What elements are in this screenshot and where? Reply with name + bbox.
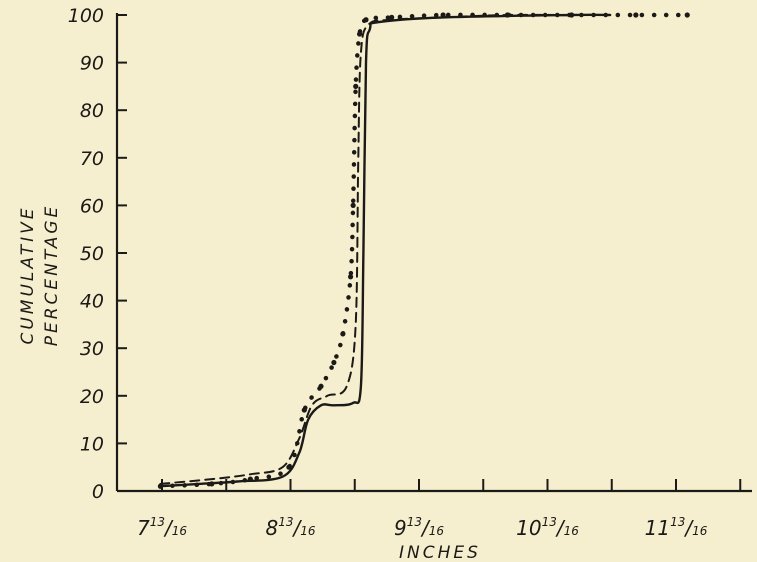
x-tick-label: 1013/16	[516, 515, 579, 540]
y-tick-label: 80	[80, 100, 104, 122]
dotted-series-line	[158, 12, 690, 489]
dashed-series-line	[159, 13, 612, 485]
dotted-series-point	[331, 359, 337, 366]
dotted-series-point	[350, 202, 356, 208]
dotted-series-point	[347, 274, 354, 280]
y-tick-label: 70	[80, 148, 104, 170]
y-tick-label: 30	[80, 338, 104, 360]
dotted-series-point	[389, 14, 395, 20]
x-tick-label: 1113/16	[645, 515, 708, 540]
y-tick-label: 0	[92, 481, 104, 503]
y-tick-label: 40	[80, 291, 104, 313]
x-tick-label: 713/16	[137, 515, 187, 540]
axes: 0 10 20 30 40 50 60 70 80 90 100 713/16 813/16 913/16…	[68, 5, 752, 540]
y-tick-label: 60	[80, 195, 104, 217]
y-axis-title-line2: PERCENTAGE	[42, 204, 62, 347]
dotted-series-point	[440, 12, 446, 18]
y-tick-label: 100	[68, 5, 104, 27]
y-axis-title-line1: CUMULATIVE	[18, 205, 38, 344]
solid-series-line	[159, 13, 612, 488]
x-tick-label: 813/16	[265, 515, 315, 540]
x-axis-title: INCHES	[399, 543, 481, 562]
y-tick-label: 50	[80, 243, 104, 265]
x-tick-label: 913/16	[394, 515, 444, 540]
axis-labels: INCHES CUMULATIVE PERCENTAGE	[18, 204, 481, 562]
dotted-series-point	[247, 476, 253, 482]
y-tick-label: 10	[80, 433, 104, 455]
series-layer	[157, 12, 690, 489]
dotted-series-point	[684, 12, 690, 18]
dotted-series-point	[353, 83, 359, 89]
y-tick-label: 90	[80, 53, 104, 75]
y-tick-label: 20	[80, 386, 104, 408]
dotted-series-point	[633, 12, 639, 18]
